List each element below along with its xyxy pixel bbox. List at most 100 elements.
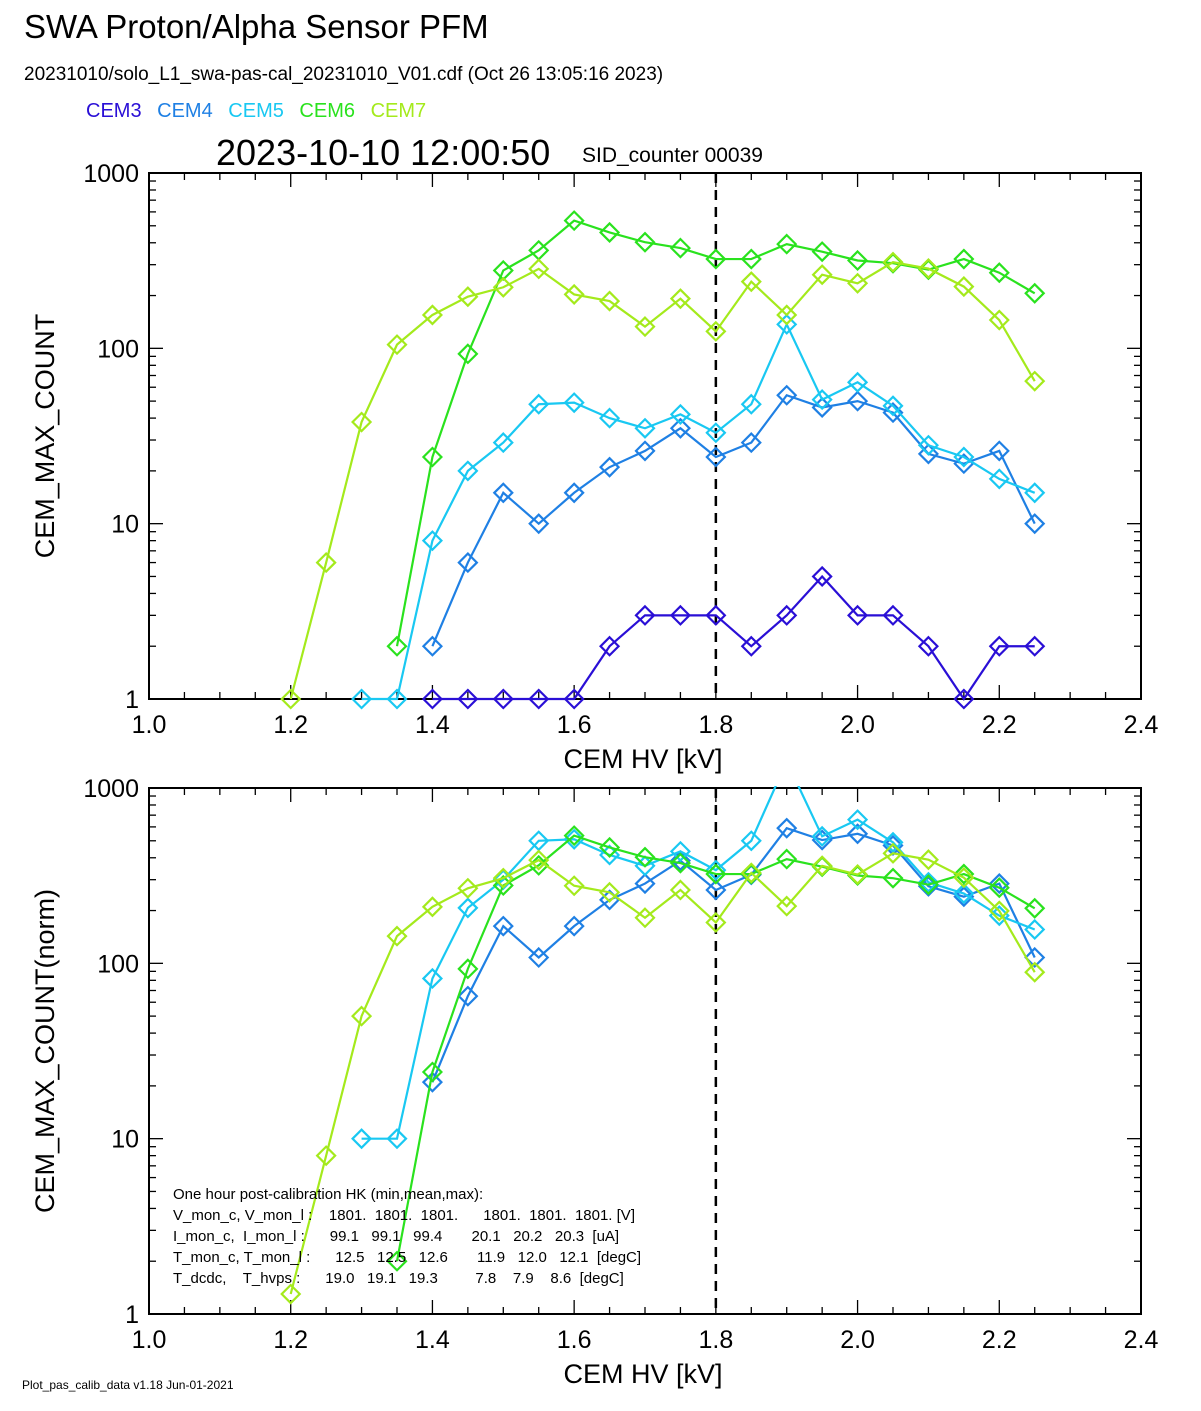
x-tick-label: 2.2 xyxy=(982,711,1017,739)
legend: CEM3 CEM4 CEM5 CEM6 CEM7 xyxy=(86,100,436,123)
data-point-cem7 xyxy=(811,264,833,286)
series-line-cem3 xyxy=(432,574,1035,701)
data-point-cem6 xyxy=(776,233,798,255)
data-point-cem5 xyxy=(917,871,939,893)
data-point-cem4 xyxy=(705,879,727,901)
data-point-cem4 xyxy=(669,417,691,439)
series-group xyxy=(280,210,1046,710)
legend-item-cem7: CEM7 xyxy=(370,100,427,122)
data-point-cem7 xyxy=(634,907,656,929)
data-point-cem7 xyxy=(847,272,869,294)
series-line-cem5 xyxy=(361,321,1036,701)
y-tick-label: 100 xyxy=(97,950,139,978)
y-tick-label: 10 xyxy=(111,1126,139,1154)
data-point-cem4 xyxy=(421,635,443,657)
x-tick-label: 1.6 xyxy=(557,711,592,739)
data-point-cem4 xyxy=(847,823,869,845)
data-point-cem7 xyxy=(882,251,904,273)
page-title: SWA Proton/Alpha Sensor PFM xyxy=(24,8,489,45)
data-point-cem7 xyxy=(953,867,975,889)
data-point-cem6 xyxy=(776,848,798,870)
data-point-cem7 xyxy=(280,1283,302,1305)
data-point-cem3 xyxy=(776,604,798,626)
data-point-cem7 xyxy=(776,304,798,326)
data-point-cem7 xyxy=(917,849,939,871)
data-point-cem3 xyxy=(740,635,762,657)
y-tick-label: 100 xyxy=(97,335,139,363)
y-tick-label: 1 xyxy=(125,686,139,714)
data-point-cem5 xyxy=(882,831,904,853)
data-point-cem5 xyxy=(953,446,975,468)
data-point-cem6 xyxy=(847,249,869,272)
data-point-cem5 xyxy=(563,828,585,850)
data-point-cem6 xyxy=(669,852,691,874)
data-point-cem4 xyxy=(988,873,1010,895)
data-point-cem5 xyxy=(351,1128,373,1150)
data-point-cem5 xyxy=(988,468,1010,490)
data-point-cem5 xyxy=(778,752,796,770)
y-tick-label: 1000 xyxy=(83,775,139,803)
data-point-cem6 xyxy=(705,248,727,270)
data-point-cem7 xyxy=(280,688,302,710)
hk-box-title: One hour post-calibration HK (min,mean,m… xyxy=(173,1186,483,1203)
footer-version: Plot_pas_calib_data v1.18 Jun-01-2021 xyxy=(22,1378,234,1392)
data-point-cem3 xyxy=(811,565,833,588)
data-point-cem3 xyxy=(492,688,514,710)
data-point-cem5 xyxy=(386,1128,408,1150)
data-point-cem3 xyxy=(917,635,939,657)
x-tick-label: 1.2 xyxy=(273,1326,308,1354)
data-point-cem7 xyxy=(492,276,514,298)
timestamp: 2023-10-10 12:00:50 xyxy=(216,132,551,173)
data-point-cem7 xyxy=(882,842,904,864)
x-tick-label: 2.0 xyxy=(840,711,875,739)
y-axis-label: CEM_MAX_COUNT xyxy=(30,314,60,559)
hk-box-row: V_mon_c, V_mon_l : 1801. 1801. 1801. 180… xyxy=(173,1207,635,1224)
data-point-cem7 xyxy=(386,925,408,947)
data-point-cem7 xyxy=(528,849,550,871)
x-tick-label: 1.6 xyxy=(557,1326,592,1354)
hk-box-row: I_mon_c, I_mon_l : 99.1 99.1 99.4 20.1 2… xyxy=(173,1228,619,1245)
data-point-cem4 xyxy=(528,513,550,535)
data-point-cem4 xyxy=(1024,513,1046,535)
x-axis-label: CEM HV [kV] xyxy=(563,1359,722,1389)
data-point-cem7 xyxy=(457,286,479,308)
data-point-cem5 xyxy=(669,840,691,862)
data-point-cem4 xyxy=(705,446,727,468)
data-point-cem4 xyxy=(457,552,479,574)
data-point-cem6 xyxy=(457,958,479,980)
legend-item-cem6: CEM6 xyxy=(299,100,355,122)
data-point-cem7 xyxy=(386,334,408,356)
data-point-cem5 xyxy=(847,809,869,831)
data-point-cem5 xyxy=(882,395,904,417)
data-point-cem5 xyxy=(740,393,762,415)
data-point-cem6 xyxy=(599,836,621,859)
data-point-cem4 xyxy=(776,817,798,839)
data-point-cem5 xyxy=(386,688,408,710)
x-tick-label: 1.8 xyxy=(698,711,733,739)
data-point-cem3 xyxy=(1024,635,1046,657)
data-point-cem3 xyxy=(669,604,691,626)
data-point-cem3 xyxy=(599,635,621,657)
data-point-cem6 xyxy=(421,1061,443,1083)
data-point-cem7 xyxy=(315,1145,337,1167)
x-tick-label: 2.2 xyxy=(982,1326,1017,1354)
data-point-cem6 xyxy=(634,846,656,868)
data-point-cem6 xyxy=(953,863,975,885)
data-point-cem7 xyxy=(315,552,337,574)
data-point-cem4 xyxy=(528,946,550,969)
series-line-cem7 xyxy=(289,261,1036,700)
data-point-cem5 xyxy=(705,422,727,444)
data-point-cem7 xyxy=(740,271,762,293)
y-tick-label: 1000 xyxy=(83,160,139,188)
data-point-cem6 xyxy=(917,874,939,896)
data-point-cem5 xyxy=(917,434,939,456)
data-point-cem7 xyxy=(847,863,869,886)
data-point-cem6 xyxy=(386,1250,408,1272)
data-point-cem5 xyxy=(776,313,798,335)
data-point-cem6 xyxy=(811,241,833,263)
data-point-cem6 xyxy=(457,343,479,365)
data-point-cem5 xyxy=(740,830,762,852)
data-point-cem5 xyxy=(457,460,479,482)
x-tick-label: 1.2 xyxy=(273,711,308,739)
data-point-cem4 xyxy=(421,1071,443,1093)
